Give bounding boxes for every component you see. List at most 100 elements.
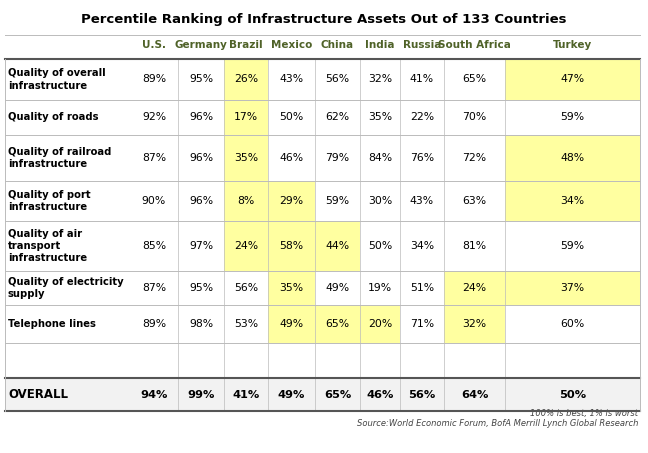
Text: 89%: 89% (142, 319, 166, 329)
Bar (315, 305, 360, 343)
Bar (224, 59, 268, 100)
Bar (224, 221, 268, 271)
Bar (444, 271, 505, 305)
Text: 49%: 49% (279, 319, 303, 329)
Text: 79%: 79% (325, 153, 349, 163)
Text: Mexico: Mexico (271, 40, 312, 50)
Text: China: China (321, 40, 354, 50)
Text: 51%: 51% (410, 283, 434, 293)
Bar (505, 59, 640, 100)
Text: 32%: 32% (463, 319, 487, 329)
Text: 50%: 50% (368, 241, 392, 251)
Text: 53%: 53% (234, 319, 258, 329)
Bar (224, 135, 268, 181)
Text: 65%: 65% (325, 319, 349, 329)
Text: Quality of air
transport
infrastructure: Quality of air transport infrastructure (8, 229, 87, 263)
Text: 43%: 43% (279, 74, 303, 85)
Text: Telephone lines: Telephone lines (8, 319, 96, 329)
Text: 37%: 37% (561, 283, 584, 293)
Text: U.S.: U.S. (142, 40, 166, 50)
Text: 87%: 87% (142, 153, 166, 163)
Text: 32%: 32% (368, 74, 392, 85)
Text: 8%: 8% (237, 196, 255, 206)
Text: 90%: 90% (142, 196, 166, 206)
Text: 84%: 84% (368, 153, 392, 163)
Text: 70%: 70% (463, 112, 487, 122)
Text: 56%: 56% (325, 74, 349, 85)
Bar (360, 305, 400, 343)
Text: 60%: 60% (561, 319, 584, 329)
Text: 22%: 22% (410, 112, 434, 122)
Text: 43%: 43% (410, 196, 434, 206)
Text: 46%: 46% (279, 153, 303, 163)
Bar (315, 221, 360, 271)
Text: 81%: 81% (463, 241, 487, 251)
Bar (5, 221, 640, 271)
Text: 59%: 59% (561, 241, 584, 251)
Text: India: India (365, 40, 395, 50)
Text: 19%: 19% (368, 283, 392, 293)
Bar (5, 59, 640, 100)
Bar (5, 305, 640, 343)
Text: 63%: 63% (463, 196, 487, 206)
Text: Germany: Germany (174, 40, 227, 50)
Text: 76%: 76% (410, 153, 434, 163)
Text: 56%: 56% (234, 283, 258, 293)
Text: 24%: 24% (463, 283, 487, 293)
Text: 98%: 98% (189, 319, 213, 329)
Bar (268, 221, 315, 271)
Text: 17%: 17% (234, 112, 258, 122)
Bar (5, 378, 640, 411)
Text: Quality of roads: Quality of roads (8, 112, 98, 122)
Text: 24%: 24% (234, 241, 258, 251)
Text: Quality of port
infrastructure: Quality of port infrastructure (8, 190, 91, 212)
Text: 29%: 29% (279, 196, 303, 206)
Text: 65%: 65% (463, 74, 487, 85)
Text: 96%: 96% (189, 112, 213, 122)
Text: 26%: 26% (234, 74, 258, 85)
Text: 50%: 50% (279, 112, 304, 122)
Text: 89%: 89% (142, 74, 166, 85)
Text: 41%: 41% (410, 74, 434, 85)
Text: 94%: 94% (141, 390, 168, 400)
Text: South Africa: South Africa (438, 40, 511, 50)
Text: 56%: 56% (408, 390, 435, 400)
Bar (5, 100, 640, 135)
Bar (5, 135, 640, 181)
Text: 95%: 95% (189, 74, 213, 85)
Text: Quality of overall
infrastructure: Quality of overall infrastructure (8, 68, 106, 91)
Text: 50%: 50% (559, 390, 586, 400)
Bar (268, 181, 315, 221)
Text: 35%: 35% (234, 153, 258, 163)
Text: 35%: 35% (368, 112, 392, 122)
Text: 85%: 85% (142, 241, 166, 251)
Text: 99%: 99% (187, 390, 214, 400)
Text: 96%: 96% (189, 196, 213, 206)
Text: Quality of electricity
supply: Quality of electricity supply (8, 277, 124, 299)
Text: 59%: 59% (561, 112, 584, 122)
Text: 34%: 34% (410, 241, 434, 251)
Text: 96%: 96% (189, 153, 213, 163)
Text: 72%: 72% (463, 153, 487, 163)
Bar (224, 181, 268, 221)
Text: OVERALL: OVERALL (8, 388, 68, 401)
Text: 30%: 30% (368, 196, 392, 206)
Bar (268, 305, 315, 343)
Bar (5, 271, 640, 305)
Text: 97%: 97% (189, 241, 213, 251)
Text: 46%: 46% (366, 390, 394, 400)
Text: Brazil: Brazil (229, 40, 263, 50)
Bar (505, 181, 640, 221)
Text: Russia: Russia (403, 40, 441, 50)
Text: 59%: 59% (325, 196, 349, 206)
Text: 62%: 62% (325, 112, 349, 122)
Text: 71%: 71% (410, 319, 434, 329)
Text: 35%: 35% (279, 283, 303, 293)
Bar (505, 271, 640, 305)
Text: Turkey: Turkey (553, 40, 592, 50)
Text: 20%: 20% (368, 319, 392, 329)
Text: 41%: 41% (233, 390, 260, 400)
Text: 58%: 58% (279, 241, 303, 251)
Text: Quality of railroad
infrastructure: Quality of railroad infrastructure (8, 147, 111, 169)
Bar (444, 305, 505, 343)
